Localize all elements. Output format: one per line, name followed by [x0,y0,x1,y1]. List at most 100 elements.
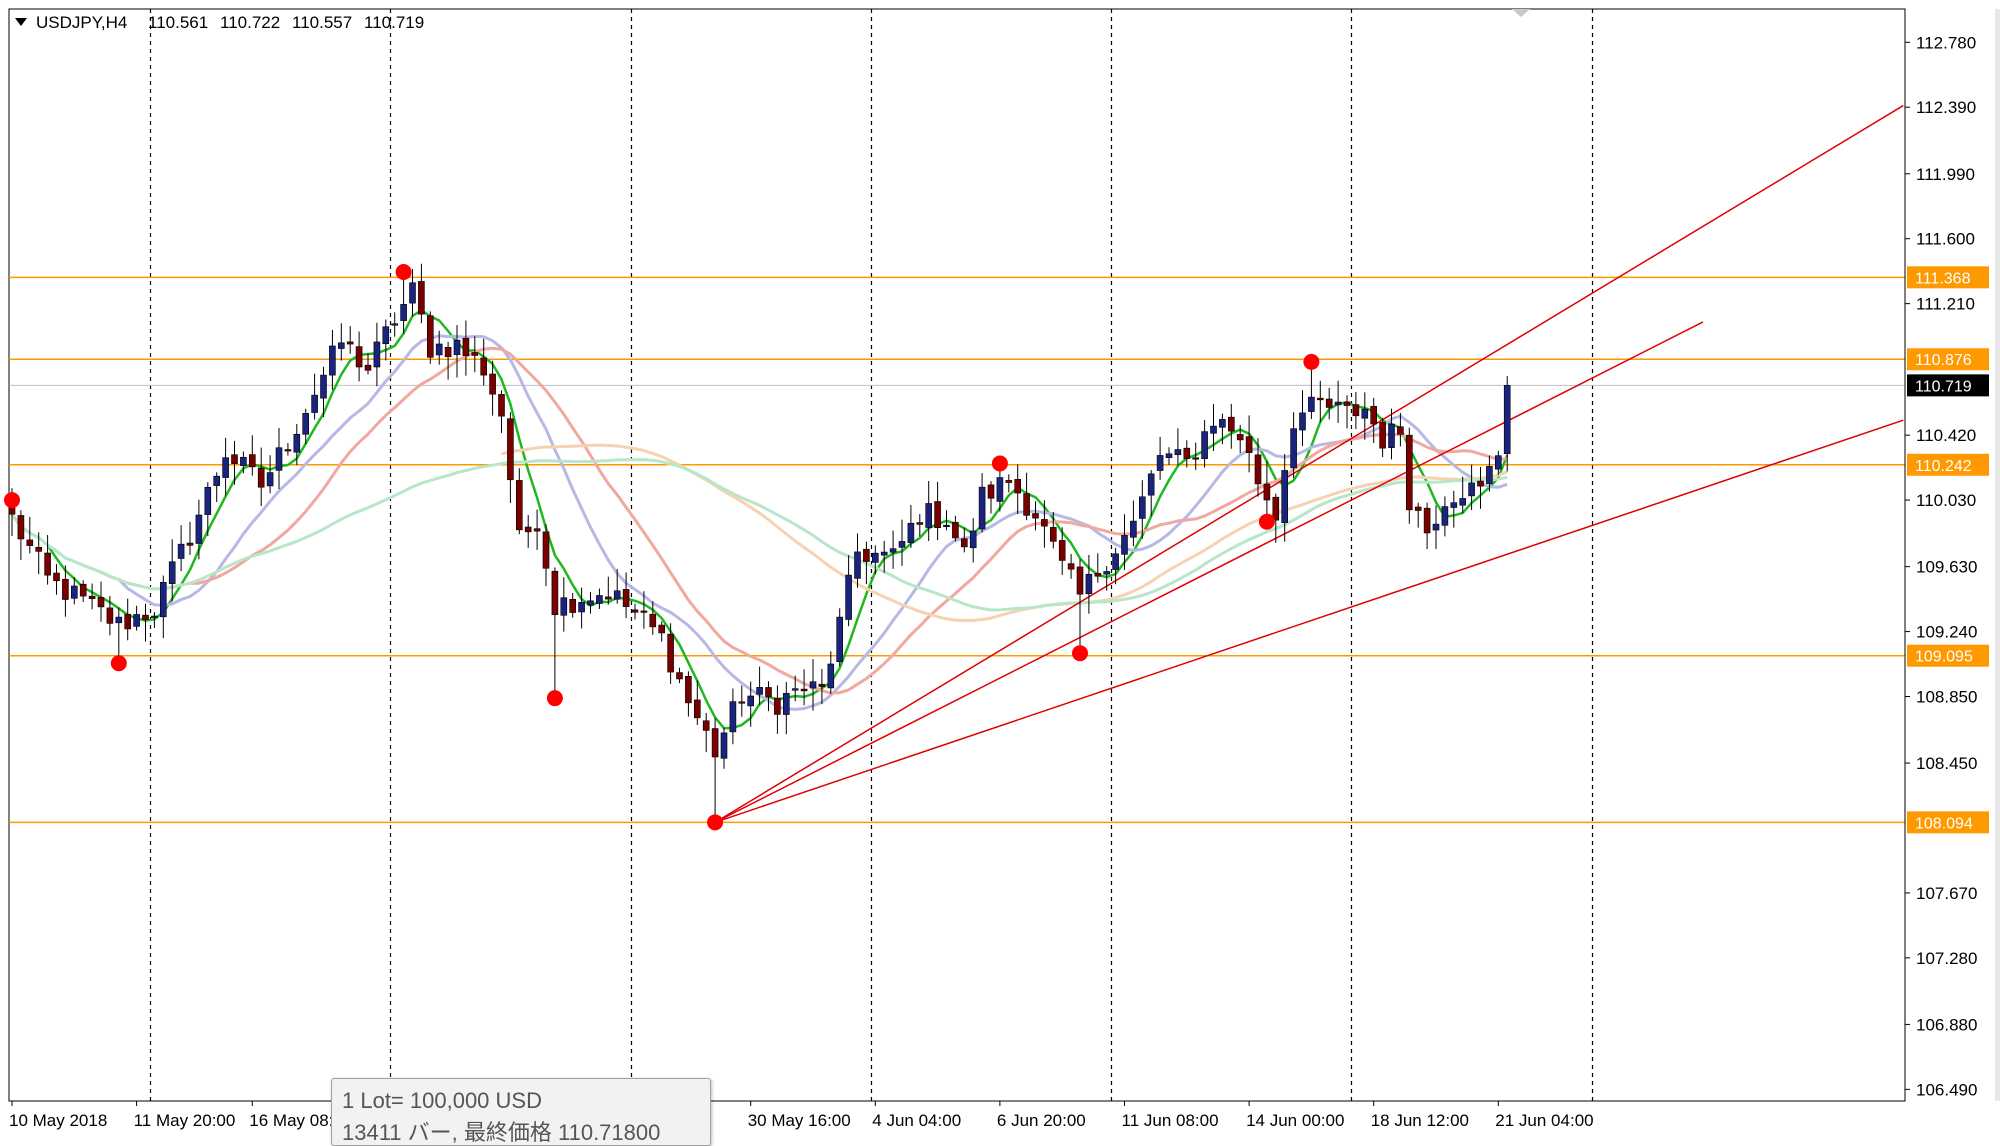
candle [596,588,603,609]
candle [658,621,666,642]
candle [1058,527,1066,575]
candle [1236,424,1244,454]
time-tick-label: 6 Jun 20:00 [997,1111,1086,1130]
candle [1299,390,1306,447]
candle [916,514,924,537]
candle [355,331,363,382]
candle [1423,502,1431,550]
time-tick-label: 18 Jun 12:00 [1371,1111,1469,1130]
candle [311,373,318,420]
candle [400,272,407,334]
candle [1147,470,1155,517]
candle [418,263,425,324]
chart-header: USDJPY,H4 110.561 110.722 110.557 110.71… [15,13,424,32]
right-edge-strip [1995,9,2000,1101]
candle [26,516,34,554]
candle [1005,474,1013,493]
candle [952,515,959,542]
candle [320,366,327,418]
candle [266,455,274,494]
candle [1290,412,1297,479]
chevron-down-icon[interactable] [15,18,27,26]
candle [1094,553,1102,583]
candle [1352,392,1360,430]
pivot-marker [1303,353,1320,370]
candle [1414,502,1422,528]
candle [53,563,60,595]
candle [1174,428,1182,466]
candle [435,330,443,365]
trend-line[interactable] [714,321,1704,824]
candle [471,336,479,373]
candle [1103,566,1110,591]
candle [106,595,114,636]
candle [702,712,710,753]
price-tick-label: 109.240 [1916,623,1977,642]
candle [204,482,212,537]
time-tick-label: 30 May 16:00 [748,1111,851,1130]
candle [249,435,256,476]
price-tick-label: 108.850 [1916,687,1977,706]
candle [1450,490,1458,528]
level-price-badge: 110.876 [1907,348,1989,371]
price-tick-label: 111.210 [1916,295,1975,314]
candle [275,427,283,489]
candle [1468,464,1475,511]
time-tick-label: 11 May 20:00 [134,1111,236,1130]
ohlc-low: 110.557 [292,13,352,32]
candle [257,447,265,507]
candle [1245,415,1253,473]
candle [1308,361,1315,419]
level-price-label: 108.094 [1915,815,1973,832]
candle [409,268,416,317]
candle [845,555,852,627]
candle [649,601,657,635]
candle [1388,408,1395,460]
candle [1486,455,1493,492]
level-price-badge: 108.094 [1907,811,1989,834]
pivot-marker [1258,513,1275,530]
pivot-marker [4,492,20,509]
trend-line[interactable] [714,104,1904,823]
candle [1067,553,1075,579]
level-price-badge: 110.242 [1907,453,1989,476]
candle [996,463,1004,512]
candle [35,532,43,575]
candle [1432,505,1440,549]
candle [364,353,372,375]
candle [836,608,844,667]
candle [711,718,719,823]
ohlc-close: 110.719 [364,13,424,32]
candle [1263,460,1271,523]
candle [62,565,69,617]
candle [498,390,505,433]
candle [160,575,167,639]
time-tick-label: 11 Jun 08:00 [1122,1111,1219,1130]
price-tick-label: 111.600 [1916,230,1975,249]
candle [462,320,470,376]
candle [186,521,194,555]
candle [524,514,532,548]
candle [880,540,888,573]
candle [542,524,550,587]
candle [1477,466,1484,509]
price-tick-label: 112.780 [1916,33,1976,52]
price-tick-label: 110.420 [1916,426,1976,445]
candle [1085,554,1093,614]
candle [1112,547,1119,585]
candle [551,567,559,699]
candle [1281,453,1288,542]
candle [1210,404,1217,452]
candle [1032,501,1039,531]
trend-line[interactable] [714,419,1904,824]
pivot-marker [395,264,412,281]
candle [133,605,140,631]
chart-shift-marker-icon[interactable] [1512,9,1530,17]
price-tick-label: 107.670 [1916,884,1977,903]
candle [444,341,452,380]
candle [1041,500,1048,548]
candle [142,603,149,642]
candle [293,424,301,466]
candle [738,685,746,717]
